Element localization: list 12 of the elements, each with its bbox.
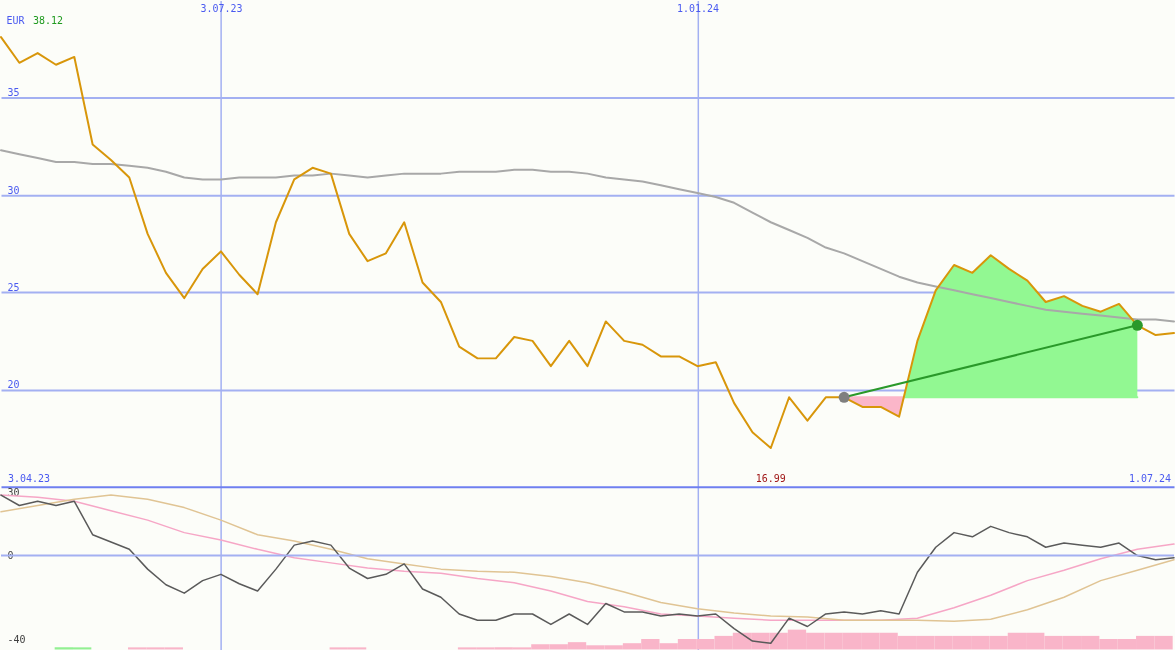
annotation: 1.07.24: [1128, 472, 1172, 484]
y-tick-label: -40: [7, 633, 26, 645]
y-tick-label: 30: [7, 184, 20, 196]
x-tick-label: 1.01.24: [676, 3, 719, 15]
y-tick-label: 25: [7, 281, 20, 293]
y-axis-title: EUR: [6, 15, 25, 27]
x-tick-label: 3.07.23: [200, 3, 243, 15]
annotation: 16.99: [755, 472, 786, 484]
annotation: 3.04.23: [7, 472, 50, 484]
y-tick-label: 35: [7, 87, 20, 99]
y-tick-label: 20: [7, 378, 20, 390]
annotation: 38.12: [32, 14, 63, 26]
